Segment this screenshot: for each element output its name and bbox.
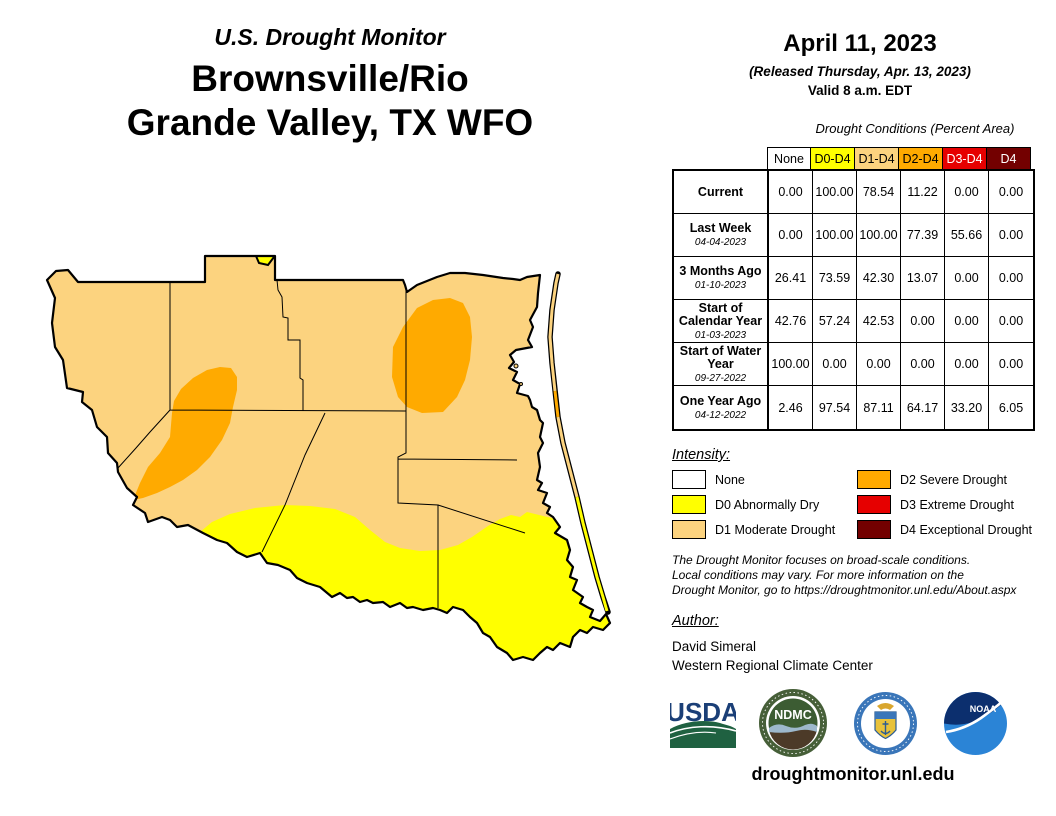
drought-conditions-table: Current 0.00 100.00 78.54 11.22 0.00 0.0… — [672, 169, 1035, 431]
author-name: David Simeral — [672, 639, 757, 654]
table-cell: 13.07 — [901, 257, 945, 300]
col-header-d1d4: D1-D4 — [855, 147, 899, 169]
legend-item-d0: D0 Abnormally Dry — [672, 495, 819, 514]
table-cell: 87.11 — [857, 386, 901, 429]
island-d1-segment — [548, 273, 560, 392]
table-cell: 42.76 — [769, 300, 813, 343]
row-label-3-months-ago: 3 Months Ago 01-10-2023 — [674, 257, 769, 300]
table-cell: 0.00 — [945, 171, 989, 214]
table-cell: 6.05 — [998, 400, 1024, 415]
legend-title: Intensity: — [672, 447, 731, 463]
legend-swatch-d3 — [857, 495, 891, 514]
legend-item-d1: D1 Moderate Drought — [672, 520, 835, 539]
bay-islet — [519, 382, 523, 386]
table-cell: 0.00 — [901, 343, 945, 386]
author-org: Western Regional Climate Center — [672, 658, 873, 673]
col-header-d0d4: D0-D4 — [811, 147, 855, 169]
table-cell: 0.00 — [769, 214, 813, 257]
row-label-start-water-year: Start of Water Year 09-27-2022 — [674, 343, 769, 386]
table-cell: 64.17 — [901, 386, 945, 429]
table-cell: 0.00 — [901, 300, 945, 343]
table-cell: 11.22 — [901, 171, 945, 214]
bay-islet — [513, 363, 519, 369]
legend-swatch-d0 — [672, 495, 706, 514]
usda-logo: USDA — [670, 698, 736, 748]
title-block: U.S. Drought Monitor Brownsville/Rio Gra… — [60, 24, 600, 145]
table-cell: 77.39 — [901, 214, 945, 257]
table-cell: 0.00 — [989, 257, 1033, 300]
valid-time: Valid 8 a.m. EDT — [807, 83, 913, 98]
col-header-none: None — [767, 147, 811, 169]
ndmc-logo: NDMC — [759, 689, 827, 757]
col-header-d4: D4 — [987, 147, 1031, 169]
noaa-logo: NOAA — [944, 691, 1007, 755]
table-cell: 0.00 — [769, 171, 813, 214]
legend-item-d4: D4 Exceptional Drought — [857, 520, 1032, 539]
table-cell: 0.00 — [945, 300, 989, 343]
legend-swatch-d2 — [857, 470, 891, 489]
row-label-current: Current — [674, 171, 769, 214]
author-block: David Simeral Western Regional Climate C… — [672, 637, 873, 675]
author-title: Author: — [672, 613, 719, 629]
usdm-label: U.S. Drought Monitor — [214, 24, 446, 50]
table-cell: 97.54 — [813, 386, 857, 429]
row-label-one-year-ago: One Year Ago 04-12-2022 — [674, 386, 769, 429]
legend-swatch-none — [672, 470, 706, 489]
legend-item-d2: D2 Severe Drought — [857, 470, 1007, 489]
table-cell: 0.00 — [989, 343, 1033, 386]
table-cell: 0.00 — [945, 343, 989, 386]
island-d0-segment — [575, 496, 609, 612]
map-area-d2-severe-west — [133, 367, 237, 500]
table-cell: 100.00 — [769, 343, 813, 386]
map-area-d2-severe-east — [392, 298, 472, 413]
table-cell: 100.00 — [857, 214, 901, 257]
droughtmonitor-url: droughtmonitor.unl.edu — [751, 764, 955, 784]
legend-swatch-d1 — [672, 520, 706, 539]
island-d1-segment-2 — [556, 416, 579, 498]
row-label-last-week: Last Week 04-04-2023 — [674, 214, 769, 257]
commerce-logo — [854, 692, 917, 755]
legend-item-d3: D3 Extreme Drought — [857, 495, 1014, 514]
col-header-d3d4: D3-D4 — [943, 147, 987, 169]
table-cell: 0.00 — [989, 300, 1033, 343]
county-boundaries — [117, 279, 526, 608]
disclaimer-text: The Drought Monitor focuses on broad-sca… — [672, 553, 1017, 597]
table-cell: 33.20 — [945, 386, 989, 429]
table-cell: 78.54 — [857, 171, 901, 214]
table-cell: 100.00 — [813, 171, 857, 214]
release-date: (Released Thursday, Apr. 13, 2023) — [749, 64, 971, 79]
row-label-start-calendar-year: Start of Calendar Year 01-03-2023 — [674, 300, 769, 343]
legend-swatch-d4 — [857, 520, 891, 539]
table-cell: 55.66 — [945, 214, 989, 257]
table-cell: 0.00 — [945, 257, 989, 300]
table-cell: 42.53 — [857, 300, 901, 343]
wfo-outer-boundary — [45, 254, 612, 662]
barrier-island — [547, 271, 611, 615]
table-cell: 0.00 — [989, 214, 1033, 257]
table-cell: 73.59 — [813, 257, 857, 300]
map-date: April 11, 2023 — [783, 30, 937, 57]
table-cell: 100.00 — [813, 214, 857, 257]
col-header-d2d4: D2-D4 — [899, 147, 943, 169]
noaa-logo-text: NOAA — [970, 704, 997, 714]
table-cell: 0.00 — [857, 343, 901, 386]
region-title-line1: Brownsville/Rio — [191, 58, 469, 99]
ndmc-logo-text: NDMC — [774, 708, 812, 722]
legend-item-none: None — [672, 470, 745, 489]
table-cell: 42.30 — [857, 257, 901, 300]
table-title: Drought Conditions (Percent Area) — [815, 121, 1015, 136]
top-notch-border — [255, 255, 275, 267]
table-cell: 26.41 — [769, 257, 813, 300]
date-block: April 11, 2023 (Released Thursday, Apr. … — [690, 30, 1030, 98]
table-cell: 0.00 — [813, 343, 857, 386]
drought-map — [45, 254, 612, 662]
island-d2-segment — [553, 390, 560, 418]
table-header: None D0-D4 D1-D4 D2-D4 D3-D4 D4 — [767, 147, 1031, 169]
table-cell: 2.46 — [769, 386, 813, 429]
table-cell: 57.24 — [813, 300, 857, 343]
region-title-line2: Grande Valley, TX WFO — [126, 102, 534, 143]
table-cell: 0.00 — [989, 171, 1033, 214]
